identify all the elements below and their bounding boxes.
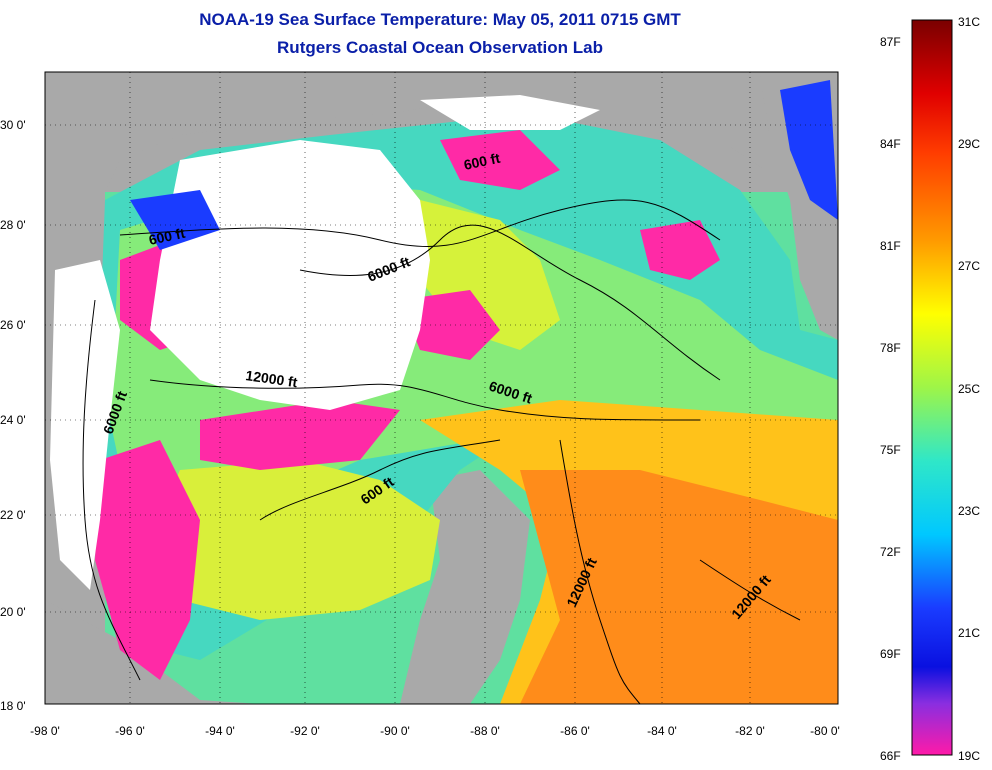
fahrenheit-label: 69F [880,647,901,661]
lat-tick-label: 22 0' [0,508,26,522]
celsius-label: 21C [958,626,980,640]
lon-tick-label: -84 0' [647,724,677,738]
lon-tick-label: -90 0' [380,724,410,738]
map-plot-area [45,72,838,704]
fahrenheit-label: 75F [880,443,901,457]
lon-tick-label: -86 0' [560,724,590,738]
lon-tick-label: -88 0' [470,724,500,738]
celsius-label: 29C [958,137,980,151]
celsius-label: 23C [958,504,980,518]
fahrenheit-label: 81F [880,239,901,253]
lat-tick-label: 24 0' [0,413,26,427]
lon-tick-label: -96 0' [115,724,145,738]
lon-tick-label: -94 0' [205,724,235,738]
color-legend: 31C 29C 27C 25C 23C 21C 19C 87F 84F 81F … [880,15,980,763]
celsius-label: 31C [958,15,980,29]
lat-tick-label: 26 0' [0,318,26,332]
land-yucatan [400,470,530,704]
warm-water-region [520,470,838,704]
fahrenheit-label: 66F [880,749,901,763]
lon-tick-label: -80 0' [810,724,840,738]
lon-axis: -98 0' -96 0' -94 0' -92 0' -90 0' -88 0… [30,724,840,738]
lat-tick-label: 28 0' [0,218,26,232]
contour-label: 600 ft [147,225,186,248]
color-bar [911,19,953,756]
depth-contours [82,199,801,704]
map-title: NOAA-19 Sea Surface Temperature: May 05,… [199,10,681,29]
contour-label: 600 ft [462,150,501,173]
contour-label: 12000 ft [245,367,299,390]
lon-tick-label: -92 0' [290,724,320,738]
lat-tick-label: 20 0' [0,605,26,619]
lat-tick-label: 18 0' [0,699,26,713]
lat-axis: 30 0' 28 0' 26 0' 24 0' 22 0' 20 0' 18 0… [0,118,26,713]
fahrenheit-label: 84F [880,137,901,151]
celsius-label: 27C [958,259,980,273]
lon-tick-label: -82 0' [735,724,765,738]
celsius-label: 25C [958,382,980,396]
fahrenheit-label: 72F [880,545,901,559]
celsius-label: 19C [958,749,980,763]
map-frame [44,71,839,705]
fahrenheit-label: 87F [880,35,901,49]
fahrenheit-label: 78F [880,341,901,355]
map-subtitle: Rutgers Coastal Ocean Observation Lab [277,38,603,57]
lat-tick-label: 30 0' [0,118,26,132]
lon-tick-label: -98 0' [30,724,60,738]
graticule [45,72,838,704]
